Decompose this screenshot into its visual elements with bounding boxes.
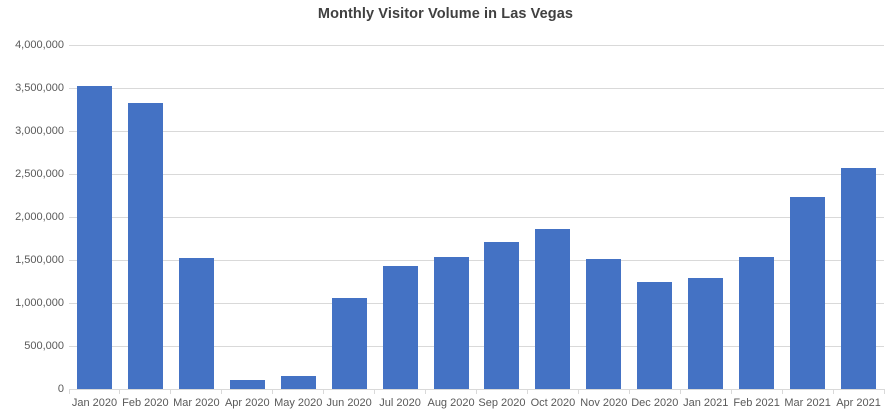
x-axis-tick-label: Mar 2020 (173, 397, 220, 409)
bar (637, 281, 673, 389)
bar (331, 297, 367, 389)
axis-tick (119, 389, 121, 394)
x-axis-tick-label: Jun 2020 (326, 397, 372, 409)
bar (484, 242, 520, 389)
x-axis-tick-label: Apr 2020 (224, 397, 270, 409)
bar (229, 379, 265, 389)
y-axis-tick-label: 500,000 (24, 340, 64, 352)
gridline (69, 87, 884, 89)
x-axis-tick-label: Nov 2020 (580, 397, 628, 409)
gridline (69, 173, 884, 175)
gridline (69, 216, 884, 218)
bar (280, 375, 316, 389)
y-axis-tick-label: 2,500,000 (15, 168, 64, 180)
y-axis-tick-label: 4,000,000 (15, 39, 64, 51)
axis-tick (476, 389, 477, 394)
x-axis-tick-label: Dec 2020 (631, 397, 679, 409)
plot-area: Jan 2020 Feb 2020 Mar 2020 Apr 2020 May 2020… (68, 44, 885, 409)
bar (688, 277, 724, 389)
bar (841, 168, 877, 389)
chart-title: Monthly Visitor Volume in Las Vegas (317, 6, 574, 22)
x-axis-tick-label: Mar 2021 (784, 397, 831, 409)
bar (739, 256, 775, 389)
x-axis-tick-label: Jul 2020 (379, 397, 421, 409)
bar (586, 258, 622, 389)
x-axis-tick-label: Apr 2021 (836, 397, 881, 409)
axis-tick (425, 389, 427, 394)
x-axis-tick-label: Feb 2021 (733, 397, 780, 409)
y-axis-tick-label: 3,000,000 (15, 125, 64, 137)
x-axis-tick-label: Feb 2020 (122, 397, 169, 409)
y-axis-tick-label: 2,000,000 (15, 211, 64, 223)
axis-tick (628, 389, 630, 394)
x-axis-tick-label: Jan 2020 (71, 397, 118, 409)
axis-tick (221, 389, 223, 394)
axis-tick (730, 389, 732, 394)
x-axis-tick-label: Jan 2021 (683, 397, 729, 409)
y-axis-tick-label: 1,500,000 (15, 254, 64, 266)
gridline (69, 345, 884, 347)
axis-tick (272, 389, 274, 394)
bar (535, 229, 571, 389)
axis-tick (526, 389, 528, 394)
axis-tick (781, 389, 783, 394)
y-axis-tick-label: 3,500,000 (15, 82, 64, 94)
x-axis-tick-label: Sep 2020 (478, 397, 526, 409)
axis-tick (374, 389, 376, 394)
bar (433, 256, 469, 389)
gridline (69, 130, 884, 132)
axis-tick (577, 389, 579, 394)
axis-tick (832, 389, 834, 394)
axis-tick (883, 389, 885, 394)
x-axis-tick-label: Oct 2020 (530, 397, 576, 409)
x-axis-tick-label: Aug 2020 (427, 397, 475, 409)
axis-tick (323, 389, 325, 394)
axis-tick (68, 389, 70, 394)
x-axis-tick-label: May 2020 (274, 397, 323, 409)
bar (76, 85, 112, 389)
bar (382, 265, 418, 389)
bar (790, 196, 826, 389)
axis-tick (170, 389, 172, 394)
axis-tick (679, 389, 681, 394)
bar (127, 103, 163, 389)
y-axis-tick-label: 0 (57, 383, 64, 395)
gridline (69, 302, 884, 304)
y-axis-tick-label: 1,000,000 (15, 297, 64, 309)
gridline (69, 44, 884, 46)
bar (178, 257, 214, 389)
gridline (69, 259, 884, 261)
